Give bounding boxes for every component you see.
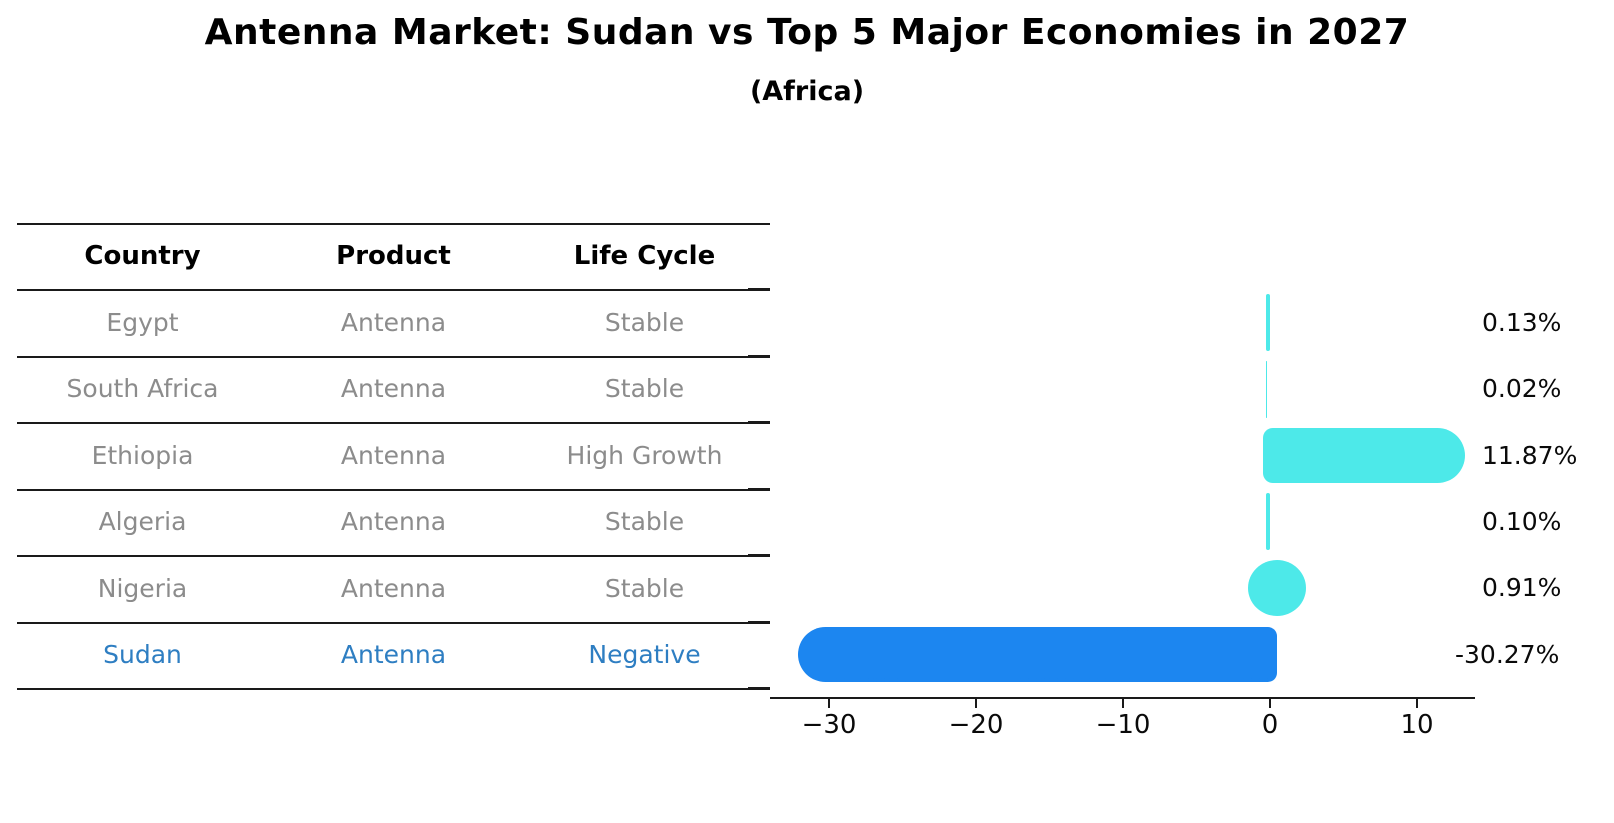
y-axis-tick [748,487,770,490]
column-header-product: Product [336,241,451,271]
x-tick-label: −30 [801,710,857,740]
x-axis-tick [828,699,830,708]
table-cell-life-cycle: High Growth [566,440,723,470]
table-cell-product: Antenna [340,374,447,404]
table-rule [17,555,770,558]
table-header-row: Country Product Life Cycle [17,225,770,287]
chart-subtitle: (Africa) [749,76,865,107]
x-axis-tick [1416,699,1418,708]
table-cell-country: Nigeria [97,573,188,603]
table-row-ethiopia: Ethiopia Antenna High Growth [17,424,770,486]
table-cell-life-cycle: Stable [604,573,685,603]
y-axis-tick [748,288,770,291]
table-row-south-africa: South Africa Antenna Stable [17,358,770,420]
bar-value-label-nigeria: 0.91% [1482,573,1562,603]
bar-value-label-algeria: 0.10% [1482,506,1562,536]
table-cell-life-cycle: Stable [604,374,685,404]
y-axis-tick [748,687,770,689]
column-header-life-cycle: Life Cycle [573,241,716,271]
x-axis-tick [1269,699,1271,708]
bar-egypt [1266,294,1270,352]
x-tick-label: −10 [1095,710,1151,740]
table-row-nigeria: Nigeria Antenna Stable [17,557,770,619]
column-header-country: Country [84,241,201,271]
table-rule [17,289,770,292]
table-row-egypt: Egypt Antenna Stable [17,291,770,353]
table-row-sudan: Sudan Antenna Negative [17,624,770,686]
y-axis-tick [748,554,770,557]
bar-value-label-south-africa: 0.02% [1482,374,1562,404]
table-rule [17,688,770,690]
table-cell-life-cycle: Negative [588,640,701,670]
table-cell-life-cycle: Stable [604,307,685,337]
x-axis-tick [975,699,977,708]
table-rule [17,422,770,425]
bar-ethiopia [1263,428,1465,483]
chart-title: Antenna Market: Sudan vs Top 5 Major Eco… [204,12,1410,53]
x-tick-label: −20 [948,710,1004,740]
table-cell-product: Antenna [340,507,447,537]
bar-sudan [798,627,1277,683]
bar-value-label-ethiopia: 11.87% [1482,440,1578,470]
table-cell-country: Sudan [103,640,182,670]
table-rule [17,621,770,624]
table-rule [17,223,770,225]
table-cell-product: Antenna [340,573,447,603]
bar-value-label-egypt: 0.13% [1482,307,1562,337]
table-cell-product: Antenna [340,640,447,670]
table-cell-country: Algeria [98,507,187,537]
y-axis-tick [748,421,770,424]
table-rule [17,355,770,358]
table-cell-life-cycle: Stable [604,507,685,537]
table-rule [17,488,770,491]
x-axis-line [770,697,1475,699]
bar-value-label-sudan: -30.27% [1455,639,1560,669]
bar-algeria [1266,493,1270,551]
table-cell-country: South Africa [66,374,219,404]
table-row-algeria: Algeria Antenna Stable [17,491,770,553]
x-tick-label: 10 [1400,710,1434,740]
bar-nigeria [1248,560,1306,617]
x-tick-label: 0 [1261,710,1279,740]
table-cell-country: Egypt [106,307,179,337]
table-cell-product: Antenna [340,440,447,470]
x-axis-tick [1122,699,1124,708]
table-cell-country: Ethiopia [91,440,194,470]
table-cell-product: Antenna [340,307,447,337]
y-axis-tick [748,354,770,357]
y-axis-tick [748,620,770,623]
